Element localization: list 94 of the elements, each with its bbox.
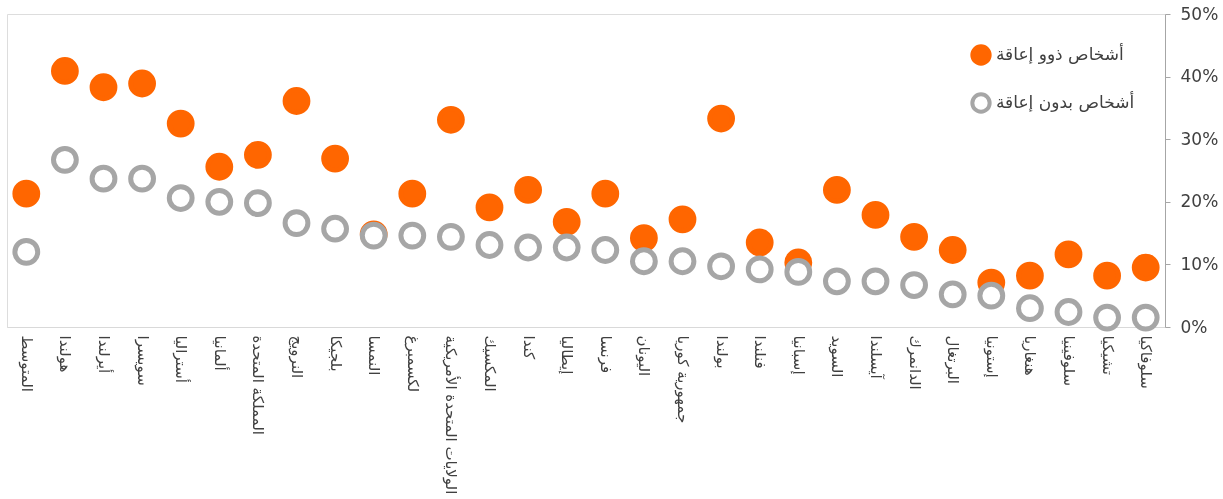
point (1093, 303, 1121, 332)
x-tick-label: سويسرا (133, 335, 152, 386)
point (514, 176, 542, 204)
point (514, 233, 542, 262)
y-tick-label: 40% (1180, 66, 1219, 87)
point (89, 164, 118, 193)
y-tick-label: 0% (1180, 316, 1208, 337)
point (51, 145, 79, 174)
x-tick-label: البرتغال (944, 335, 963, 384)
x-tick-label: أستراليا (172, 335, 192, 383)
point (1093, 261, 1121, 290)
y-tick-label: 30% (1180, 128, 1219, 149)
point (12, 238, 41, 266)
point (938, 236, 967, 264)
point (244, 140, 272, 169)
point (1016, 261, 1044, 290)
y-tick-label: 10% (1180, 253, 1219, 274)
x-tick-label: جمهورية كوريا (674, 335, 692, 424)
x-tick-label: ألمانيا (210, 335, 230, 371)
x-tick-label: بولندا (712, 335, 731, 369)
x-tick-label: السويد (828, 335, 847, 378)
x-tick-label: الولايات المتحدة الأمريكية (442, 335, 462, 495)
point (128, 69, 156, 98)
x-tick-label: فرنسا (596, 335, 615, 374)
x-tick-label: المكسيك (481, 335, 499, 392)
point (1131, 303, 1160, 332)
point (591, 179, 620, 208)
x-tick-label: إسبانيا (789, 335, 808, 375)
point (1016, 294, 1044, 323)
point (244, 189, 272, 217)
point (552, 207, 581, 236)
point (166, 109, 195, 138)
x-tick-label: هنغاريا (1021, 335, 1040, 376)
point (938, 280, 967, 309)
point (128, 164, 156, 193)
point (552, 233, 581, 262)
point (1054, 298, 1083, 326)
point (475, 193, 504, 222)
point (1054, 240, 1083, 269)
point (12, 179, 41, 208)
point (707, 252, 735, 281)
point (861, 201, 890, 229)
point (398, 179, 427, 208)
point (321, 144, 349, 173)
y-tick-label: 20% (1180, 191, 1219, 212)
point (475, 231, 504, 259)
x-tick-label: إستونيا (982, 335, 1001, 378)
point (630, 247, 658, 276)
legend-label: أشخاص ذوو إعاقة (996, 43, 1124, 64)
x-tick-label: آيسلندا (867, 335, 885, 380)
point (398, 221, 427, 250)
point (591, 236, 620, 264)
x-tick-label: النمسا (365, 335, 384, 376)
x-tick-label: المتوسط (17, 335, 36, 392)
y-tick-label: 50% (1180, 3, 1219, 24)
point (282, 87, 311, 115)
point (823, 176, 851, 204)
point (900, 271, 928, 299)
point (823, 267, 851, 296)
point (51, 57, 79, 85)
x-tick-label: هولندا (56, 335, 75, 373)
x-tick-label: فنلندا (751, 335, 770, 369)
x-tick-label: كندا (519, 335, 538, 361)
point (437, 222, 465, 251)
x-tick-label: تشيكيا (1098, 335, 1117, 375)
point (205, 187, 234, 216)
x-tick-label: اليونان (635, 335, 654, 377)
point (745, 255, 774, 284)
x-tick-label: النرويج (288, 335, 306, 379)
x-tick-label: سلوفاكيا (1137, 335, 1156, 389)
x-tick-label: إيطاليا (558, 335, 577, 375)
point (89, 73, 118, 102)
point (1131, 253, 1160, 282)
point (900, 222, 928, 251)
x-tick-label: لكسمبرغ (403, 335, 422, 393)
point (630, 224, 658, 252)
point (784, 258, 813, 286)
x-tick-label: الدانمرك (905, 335, 924, 390)
x-tick-label: أيرلندا (95, 335, 114, 374)
point (166, 184, 195, 212)
point (861, 267, 890, 296)
point (707, 104, 735, 133)
point (282, 209, 311, 237)
point (437, 105, 465, 134)
point (205, 152, 234, 181)
point (977, 281, 1006, 310)
point (668, 205, 697, 234)
point (668, 247, 697, 276)
x-tick-label: سلوفينيا (1060, 335, 1078, 387)
x-tick-label: بلجيكا (326, 335, 345, 372)
x-tick-label: المملكة المتحدة (249, 335, 268, 435)
point (745, 228, 774, 257)
point (321, 214, 349, 243)
legend-label: أشخاص بدون إعاقة (996, 91, 1135, 112)
